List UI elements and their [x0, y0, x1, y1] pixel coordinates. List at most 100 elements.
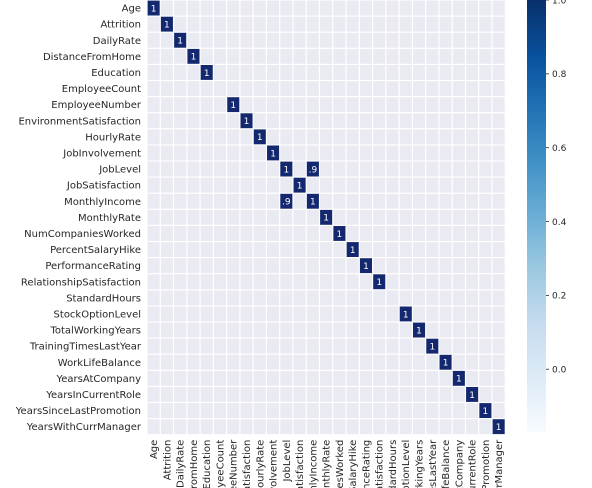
heatmap-cell [439, 177, 452, 193]
y-tick-label: YearsInCurrentRole [45, 390, 141, 401]
heatmap-cell [492, 387, 505, 402]
heatmap-cell [174, 193, 187, 209]
cell-annotation: 1 [429, 342, 435, 352]
heatmap-cell [253, 193, 266, 209]
heatmap-cell [147, 48, 160, 64]
heatmap-cell [147, 226, 160, 241]
heatmap-cell [386, 0, 399, 16]
heatmap-cell [479, 322, 492, 338]
heatmap-cell [187, 322, 200, 338]
x-tick-label: DailyRate [176, 440, 187, 488]
heatmap-cell [492, 129, 505, 145]
heatmap-cell [413, 258, 426, 274]
y-tick-label: EmployeeCount [62, 84, 141, 95]
heatmap-cell [320, 290, 333, 306]
heatmap-cell [280, 161, 293, 177]
y-tick-label: TrainingTimesLastYear [29, 342, 142, 353]
heatmap-cell [359, 48, 372, 64]
heatmap-cell [413, 274, 426, 290]
heatmap-cell [253, 387, 266, 402]
heatmap-cell [253, 322, 266, 338]
x-tick-label: YearsSinceLastPromotion [481, 440, 492, 488]
heatmap-cell [320, 65, 333, 80]
heatmap-cell [320, 370, 333, 386]
x-tick-label: JobLevel [282, 440, 293, 483]
heatmap-cell [147, 403, 160, 418]
heatmap-cell [253, 419, 266, 435]
heatmap-cell [293, 274, 306, 290]
heatmap-cell [426, 306, 439, 322]
heatmap-cell [452, 81, 465, 96]
heatmap-cell [439, 322, 452, 338]
heatmap-cell [466, 370, 479, 386]
x-tick-label: Education [202, 440, 213, 488]
heatmap-cell [306, 274, 319, 290]
heatmap-cell [306, 226, 319, 241]
heatmap-cell [227, 16, 240, 32]
heatmap-cell [413, 354, 426, 370]
x-tick-label: PercentSalaryHike [348, 440, 359, 488]
heatmap-cell [439, 354, 452, 370]
heatmap-cell [413, 113, 426, 129]
heatmap-cell [200, 113, 213, 129]
heatmap-cell [359, 177, 372, 193]
heatmap-cell [213, 113, 227, 129]
heatmap-cell [492, 81, 505, 96]
heatmap-cell [293, 290, 306, 306]
heatmap-cell [160, 81, 173, 96]
heatmap-cell [253, 129, 266, 145]
x-tick-label: StandardHours [388, 440, 399, 488]
y-tick-label: StandardHours [66, 293, 141, 304]
heatmap-cell [174, 290, 187, 306]
x-tick-label: EmployeeCount [215, 440, 226, 488]
heatmap-cell [386, 65, 399, 80]
heatmap-cell [333, 161, 346, 177]
heatmap-cell [466, 0, 479, 16]
heatmap-cell [386, 290, 399, 306]
cell-annotation: 1 [337, 230, 343, 240]
x-tick-label: DistanceFromHome [189, 440, 200, 488]
heatmap-cell [293, 242, 306, 257]
heatmap-cell [187, 129, 200, 145]
heatmap-cell [386, 129, 399, 145]
heatmap-cell [267, 193, 280, 209]
heatmap-cell [373, 354, 386, 370]
heatmap-cell [452, 0, 465, 16]
heatmap-cell [267, 370, 280, 386]
heatmap-cell [280, 145, 293, 161]
heatmap-cell [373, 242, 386, 257]
heatmap-cell [452, 113, 465, 129]
heatmap-cell [280, 322, 293, 338]
heatmap-cell [174, 48, 187, 64]
cell-annotation: 1 [177, 37, 183, 47]
heatmap-cell [306, 193, 319, 209]
heatmap-cell [253, 338, 266, 354]
heatmap-cell [466, 290, 479, 306]
heatmap-cell [479, 0, 492, 16]
heatmap-cell [160, 0, 173, 16]
heatmap-cell [386, 32, 399, 48]
heatmap-cell [293, 387, 306, 402]
heatmap-cell [267, 145, 280, 161]
heatmap-cell [174, 370, 187, 386]
heatmap-cell [426, 226, 439, 241]
heatmap-cell [240, 403, 253, 418]
heatmap-cell [227, 161, 240, 177]
heatmap-cell [293, 322, 306, 338]
heatmap-cell [466, 177, 479, 193]
heatmap-cell [280, 16, 293, 32]
heatmap-cell [359, 209, 372, 225]
heatmap-cell [333, 290, 346, 306]
heatmap-cell [373, 387, 386, 402]
heatmap-cell [373, 81, 386, 96]
heatmap-cell [280, 387, 293, 402]
heatmap-cell [479, 81, 492, 96]
y-tick-label: DailyRate [93, 36, 141, 47]
heatmap-cell [333, 338, 346, 354]
heatmap-cell [413, 16, 426, 32]
heatmap-cell [200, 290, 213, 306]
heatmap-cell [346, 129, 359, 145]
heatmap-cell [439, 0, 452, 16]
heatmap-cell [240, 0, 253, 16]
